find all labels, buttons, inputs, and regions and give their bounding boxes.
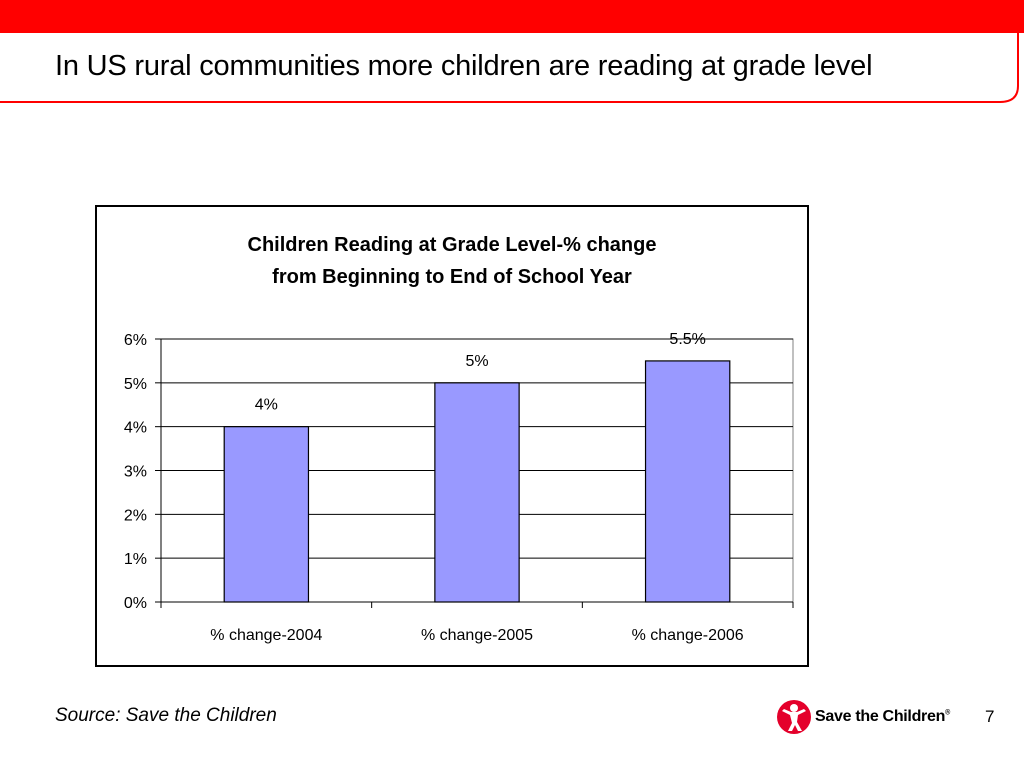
chart-container: Children Reading at Grade Level-% change… bbox=[95, 205, 809, 667]
slide-title: In US rural communities more children ar… bbox=[55, 50, 873, 82]
page-number: 7 bbox=[985, 707, 995, 726]
bar bbox=[644, 360, 731, 603]
y-tick-label: 3% bbox=[124, 464, 147, 481]
source-note: Source: Save the Children bbox=[55, 705, 277, 726]
y-tick-label: 2% bbox=[124, 507, 147, 524]
header-red-bar bbox=[0, 0, 1024, 33]
bar bbox=[223, 426, 310, 603]
y-tick-label: 1% bbox=[124, 551, 147, 568]
data-label: 4% bbox=[255, 397, 278, 414]
bar bbox=[434, 382, 520, 603]
header-frame-line bbox=[0, 33, 1019, 103]
x-category-label: % change-2004 bbox=[210, 627, 322, 644]
data-label: 5.5% bbox=[669, 331, 705, 348]
save-the-children-logo bbox=[777, 700, 811, 734]
x-category-label: % change-2005 bbox=[421, 627, 533, 644]
logo-wordmark: Save the Children® bbox=[815, 708, 950, 725]
chart-title-line-1: Children Reading at Grade Level-% change bbox=[247, 234, 657, 256]
data-label: 5% bbox=[465, 353, 488, 370]
y-tick-label: 4% bbox=[124, 420, 147, 437]
chart-title: Children Reading at Grade Level-% change… bbox=[97, 229, 807, 293]
y-tick-label: 0% bbox=[124, 595, 147, 612]
x-category-label: % change-2006 bbox=[632, 627, 744, 644]
bar-chart: 0% 1% 2% 3% 4% 5% 6% 4% % change-2004 5% % change-… bbox=[124, 331, 794, 644]
y-tick-label: 6% bbox=[124, 332, 147, 349]
y-tick-label: 5% bbox=[124, 376, 147, 393]
chart-title-line-2: from Beginning to End of School Year bbox=[272, 266, 632, 288]
